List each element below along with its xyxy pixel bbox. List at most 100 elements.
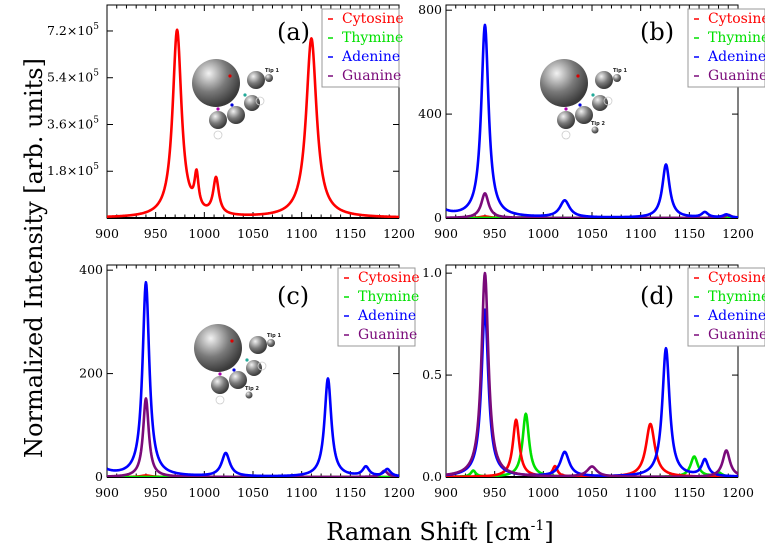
- panel-label: (b): [640, 18, 674, 46]
- x-tick-label: 1150: [673, 226, 705, 241]
- tip2-label: Tip 2: [591, 121, 605, 127]
- legend-box: [321, 8, 400, 88]
- x-tick-label: 1000: [527, 226, 559, 241]
- x-tick-label: 1050: [237, 226, 269, 241]
- y-tick-label: 0: [434, 210, 442, 225]
- y-tick-label: 0.5: [422, 367, 442, 382]
- atom-sphere: [557, 111, 575, 129]
- series-line-guanine: [107, 397, 399, 477]
- atom-sphere: [244, 95, 260, 111]
- x-tick-label: 1100: [625, 485, 657, 500]
- legend-label-adenine: Adenine: [707, 49, 765, 65]
- y-tick-label: 5.4×105: [47, 69, 99, 85]
- x-tick-label: 1100: [286, 226, 318, 241]
- atom-sphere: [575, 106, 593, 124]
- atom-sphere: [592, 95, 608, 111]
- legend-label-cytosine: Cytosine: [708, 270, 765, 286]
- y-tick-label: 7.2×105: [47, 22, 99, 38]
- x-tick-label: 950: [483, 485, 507, 500]
- panel-label: (c): [277, 282, 309, 310]
- atom-sphere: [267, 339, 275, 347]
- legend-label-guanine: Guanine: [708, 68, 765, 84]
- series-line-adenine: [446, 23, 738, 218]
- legend-label-guanine: Guanine: [342, 68, 401, 84]
- legend-label-guanine: Guanine: [358, 327, 417, 343]
- legend-label-cytosine: Cytosine: [342, 11, 404, 27]
- x-tick-label: 950: [483, 226, 507, 241]
- x-tick-label: 950: [144, 485, 168, 500]
- atom-sphere: [227, 106, 245, 124]
- legend-label-cytosine: Cytosine: [708, 11, 765, 27]
- chart-panel-2: 900 950 1000 1050 1100 1150 1200 0 200 400 (c) Cyto…: [79, 262, 420, 500]
- x-tick-label: 1100: [286, 485, 318, 500]
- y-tick-label: 0: [95, 469, 103, 484]
- x-tick-label: 1000: [527, 485, 559, 500]
- legend: Cytosine Thymine Adenine Guanine: [321, 8, 404, 88]
- legend-label-cytosine: Cytosine: [358, 270, 420, 286]
- atom-sphere: [245, 391, 253, 399]
- tip1-label: Tip 1: [267, 333, 281, 339]
- atom-sphere: [229, 371, 247, 389]
- x-tick-label: 1050: [576, 485, 608, 500]
- x-tick-label: 1100: [625, 226, 657, 241]
- x-tick-label: 1200: [383, 226, 415, 241]
- tip2-label: Tip 2: [245, 386, 259, 392]
- x-tick-label: 900: [434, 485, 458, 500]
- y-tick-label: 400: [79, 262, 103, 277]
- tip-inset-image: Tip 1 Tip 2: [194, 324, 281, 405]
- tip-inset-image: Tip 1: [192, 59, 279, 140]
- atom-sphere: [192, 59, 240, 107]
- legend-box: [687, 8, 765, 88]
- panel-label: (d): [640, 282, 674, 310]
- x-tick-label: 1050: [576, 226, 608, 241]
- series-line-guanine: [446, 192, 738, 218]
- legend-box: [337, 267, 416, 347]
- y-tick-label: 400: [418, 106, 442, 121]
- atom-sphere: [247, 71, 265, 89]
- x-axis-title: Raman Shift [cm-1]: [326, 518, 553, 546]
- panel-label: (a): [277, 18, 310, 46]
- atom-sphere: [540, 59, 588, 107]
- atom-sphere: [613, 74, 621, 82]
- x-tick-label: 1150: [673, 485, 705, 500]
- legend-label-adenine: Adenine: [341, 49, 400, 65]
- x-tick-label: 900: [434, 226, 458, 241]
- x-tick-label: 900: [95, 226, 119, 241]
- y-tick-label: 0.0: [422, 469, 442, 484]
- tip-inset-image: Tip 1 Tip 2: [540, 59, 627, 140]
- legend-label-adenine: Adenine: [357, 308, 416, 324]
- atom-sphere: [211, 376, 229, 394]
- series-line-guanine: [446, 271, 738, 477]
- legend-label-thymine: Thymine: [342, 30, 403, 46]
- atom-sphere: [595, 71, 613, 89]
- legend-label-thymine: Thymine: [358, 289, 419, 305]
- x-tick-label: 1150: [334, 226, 366, 241]
- y-axis-title: Normalized Intensity [arb. units]: [20, 58, 48, 458]
- legend-label-thymine: Thymine: [708, 289, 765, 305]
- x-tick-label: 1000: [188, 485, 220, 500]
- x-tick-label: 1050: [237, 485, 269, 500]
- legend-label-thymine: Thymine: [708, 30, 765, 46]
- atom-sphere: [246, 360, 262, 376]
- y-tick-label: 200: [79, 366, 103, 381]
- legend-box: [687, 267, 765, 347]
- x-tick-label: 1200: [722, 226, 754, 241]
- atom-sphere: [209, 111, 227, 129]
- atom-sphere: [194, 324, 242, 372]
- x-tick-label: 1150: [334, 485, 366, 500]
- x-tick-label: 1200: [383, 485, 415, 500]
- legend-label-adenine: Adenine: [707, 308, 765, 324]
- y-tick-label: 1.0: [422, 265, 442, 280]
- atom-sphere: [591, 126, 599, 134]
- atom-sphere: [265, 74, 273, 82]
- series-line-cytosine: [446, 418, 738, 477]
- atom-sphere: [249, 336, 267, 354]
- chart-panel-3: 900 950 1000 1050 1100 1150 1200 0.0 0.5 1.0 (d) Cy…: [422, 264, 765, 500]
- tip1-label: Tip 1: [613, 68, 627, 74]
- x-tick-label: 950: [144, 226, 168, 241]
- legend: Cytosine Thymine Adenine Guanine: [687, 267, 765, 347]
- legend-label-guanine: Guanine: [708, 327, 765, 343]
- series-line-cytosine: [107, 28, 399, 218]
- x-tick-label: 1000: [188, 226, 220, 241]
